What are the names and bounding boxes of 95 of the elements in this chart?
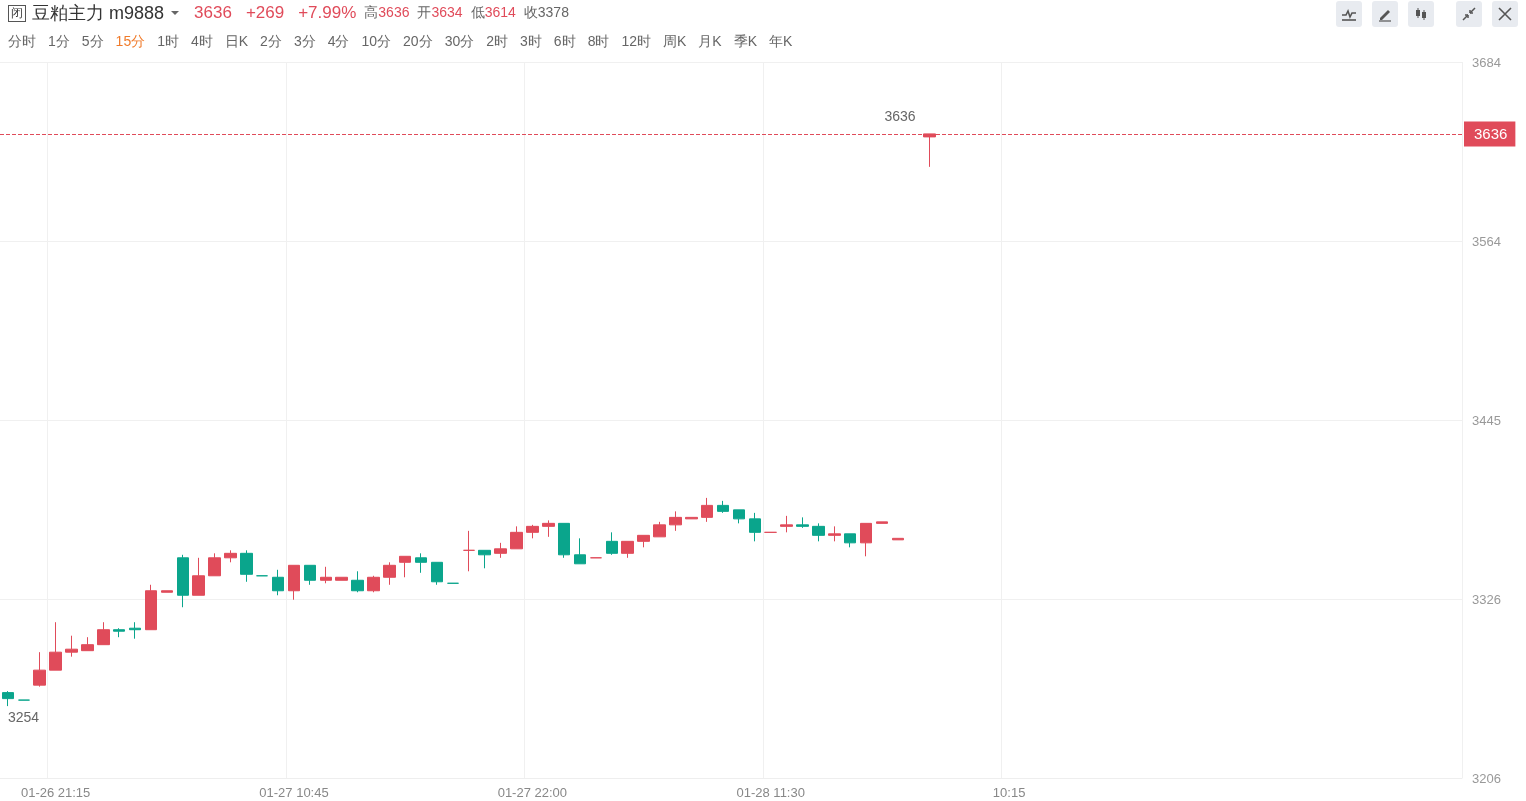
candlestick [288,564,300,601]
text: 低3614 [470,4,516,22]
text: 开3634 [417,4,463,22]
candlestick [733,509,745,524]
candlestick [669,510,682,532]
candlestick [161,590,173,593]
candlestick [192,557,205,596]
annotation: 3636 [884,107,916,124]
x-tick-label: 01-28 11:30 [736,785,805,800]
text: 30分 [444,33,475,51]
candlestick [240,549,253,583]
candlestick [81,636,94,652]
y-tick-label: 3564 [1472,233,1501,249]
candlestick [574,537,586,565]
x-tick-label: 01-27 10:45 [259,785,329,800]
annotation: 3254 [7,709,40,726]
candlestick [478,549,491,569]
y-tick-label: 3684 [1472,54,1501,70]
chart-title: 豆粕主力 m9888 [32,2,165,25]
text: 年K [769,33,793,51]
candlestick [272,569,284,596]
text: +7.99% [298,3,357,23]
text: 日K [224,33,249,51]
text: 4分 [327,33,350,51]
text: 8时 [587,33,610,51]
x-tick-label: 10:15 [992,785,1026,800]
candlestick [494,542,507,559]
candlestick [177,554,189,608]
text: 闭 [8,4,26,22]
text: 分时 [8,33,36,51]
candlestick [749,512,761,542]
y-tick-label: 3445 [1472,412,1501,428]
candlestick [876,521,888,524]
candlestick [320,566,332,584]
text: 季K [733,33,758,51]
candlestick [145,584,157,631]
text: 1时 [157,33,179,51]
candlestick [796,516,809,529]
text: 20分 [403,33,433,51]
text: 3时 [520,33,542,51]
text: 15分 [115,33,146,51]
text: 月K [698,33,722,51]
text: +269 [245,3,285,23]
candlestick [653,521,666,538]
candlestick [208,552,221,577]
candlestick [621,540,634,559]
text: 周K [663,33,687,51]
candlestick [431,561,443,586]
text: 6时 [553,33,576,51]
text: 2分 [260,33,282,51]
ref-line-label: 3636 [1474,125,1508,143]
candlestick [304,564,316,586]
text: 高3636 [364,4,410,22]
text: 4时 [190,33,213,51]
candlestick [828,525,841,542]
candlestick [463,530,475,572]
candlestick [860,522,872,557]
y-tick-label: 3326 [1472,591,1501,607]
candlestick [685,516,698,520]
candlestick [113,627,125,638]
candlestick [33,651,46,688]
candlestick [717,500,729,514]
candlestick [224,549,237,563]
x-tick-label: 01-27 22:00 [497,785,568,800]
candlestick [415,552,427,574]
candlestick [526,524,539,539]
candlestick [606,531,618,556]
candlestick [558,522,570,559]
text: 12时 [621,33,651,51]
candlestick [399,555,411,578]
text: 1分 [48,33,70,51]
candlestick [65,635,78,658]
candlestick [812,522,825,542]
candlestick [542,519,555,538]
candlestick [97,621,110,646]
candlestick [129,621,141,640]
text: 3分 [293,33,316,51]
candlestick [701,497,713,523]
candlestick [383,561,396,586]
candlestick [844,533,856,548]
candlestick [351,570,364,593]
text: 收3378 [523,4,569,22]
text: 2时 [486,33,509,51]
x-tick-label: 01-26 21:15 [20,785,91,800]
text: 10分 [361,33,392,51]
y-tick-label: 3206 [1472,770,1501,786]
candlestick [367,575,380,593]
candlestick [510,525,523,550]
text: 5分 [81,33,104,51]
candlestick [49,621,62,671]
candlestick [780,515,793,533]
text: 3636 [194,3,232,23]
candlestick [335,576,348,581]
candlestick [637,534,650,548]
candlestick [2,690,14,707]
